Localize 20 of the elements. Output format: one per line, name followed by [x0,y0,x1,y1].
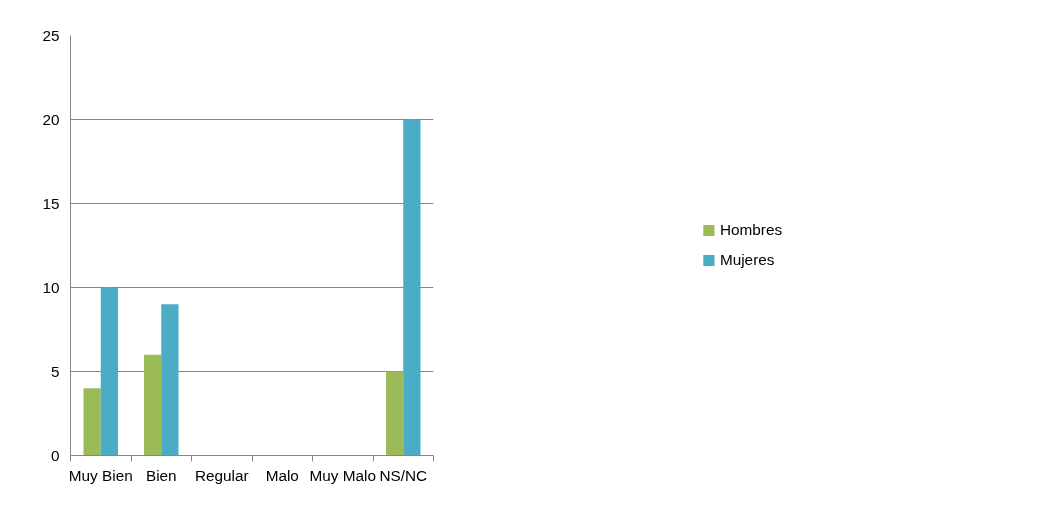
x-tick-label: Malo [265,466,299,484]
legend-label: Mujeres [719,251,775,269]
bar [100,287,118,456]
y-tick-label: 20 [42,110,60,128]
x-tick-label: Muy Malo [309,466,376,484]
bar [386,371,404,456]
y-tick-label: 5 [50,362,60,380]
legend-label: Hombres [719,221,783,239]
x-tick-label: Regular [194,466,249,484]
x-tick-label: Muy Bien [68,466,133,484]
y-tick-label: 0 [50,446,60,464]
bar [83,388,101,456]
y-tick-label: 10 [42,278,60,296]
bar [144,354,162,456]
bar [403,119,421,456]
y-tick-label: 15 [42,194,60,212]
bar [161,304,179,456]
y-tick-label: 25 [42,26,60,44]
x-tick-label: NS/NC [379,466,428,484]
x-tick-label: Bien [145,466,177,484]
